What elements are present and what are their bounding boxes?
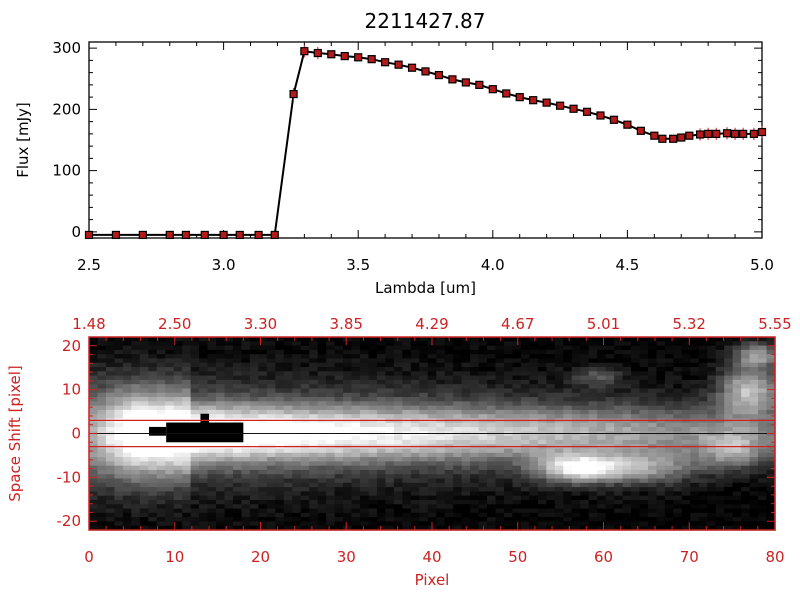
x-tick-label: 3.5: [346, 256, 370, 274]
flux-data-point: [448, 75, 457, 84]
flux-data-point: [582, 107, 592, 116]
flux-data-point: [219, 230, 228, 240]
flux-data-point: [235, 230, 244, 240]
top-wavelength-tick-label: 4.29: [415, 315, 448, 333]
x-tick-label: 3.0: [212, 256, 236, 274]
flux-data-point: [650, 131, 659, 140]
x-tick-label: 4.0: [481, 256, 505, 274]
spectral-image-panel: 0 10 20 30 40 50 60 70 80 1.48 2.50 3.30 3.85 4.29 4.6…: [6, 315, 792, 589]
flux-data-point: [394, 60, 403, 69]
x-tick-label: 80: [765, 548, 784, 566]
flux-data-point: [609, 115, 619, 124]
x-tick-label: 40: [422, 548, 441, 566]
masked-pixels: [200, 413, 210, 423]
flux-data-point: [181, 230, 191, 240]
x-tick-label: 70: [680, 548, 699, 566]
flux-data-point: [712, 129, 721, 138]
flux-data-point: [327, 50, 336, 59]
flux-data-point: [749, 129, 759, 138]
flux-data-point: [200, 230, 209, 240]
flux-data-point: [300, 47, 309, 56]
y-tick-label: -20: [57, 512, 82, 530]
flux-data-point: [475, 80, 484, 89]
flux-data-point: [704, 129, 713, 138]
x-tick-label: 4.5: [615, 256, 639, 274]
top-wavelength-tick-label: 3.85: [330, 315, 363, 333]
y-tick-label: 300: [52, 39, 81, 57]
x-tick-label: 2.5: [77, 256, 101, 274]
x-tick-label: 20: [251, 548, 270, 566]
y-tick-label: 200: [52, 100, 81, 118]
flux-data-point: [555, 101, 565, 110]
flux-data-point: [434, 70, 444, 80]
flux-data-point: [84, 230, 94, 240]
flux-data-point: [138, 230, 147, 240]
y-tick-label: 10: [62, 381, 81, 399]
top-wavelength-tick-label: 5.32: [673, 315, 706, 333]
x-tick-label: 50: [508, 548, 527, 566]
flux-data-point: [636, 126, 645, 135]
top-wavelength-tick-label: 2.50: [158, 315, 191, 333]
masked-pixels: [166, 422, 244, 443]
spectrum-plot-frame: [88, 41, 763, 239]
y-tick-label: 100: [52, 162, 81, 180]
flux-data-point: [111, 230, 121, 240]
y-tick-label: 20: [62, 337, 81, 355]
y-tick-label: 0: [71, 223, 81, 241]
y-axis-label: Space Shift [pixel]: [6, 365, 24, 502]
flux-data-point: [254, 230, 263, 240]
flux-data-point: [515, 93, 524, 102]
flux-data-point: [623, 120, 632, 129]
flux-data-point: [669, 134, 678, 143]
flux-data-point: [270, 230, 279, 240]
x-axis-label: Pixel: [415, 571, 450, 589]
spectral-image: [89, 337, 776, 531]
top-wavelength-tick-label: 1.48: [72, 315, 105, 333]
x-tick-label: 10: [165, 548, 184, 566]
flux-data-point: [165, 230, 174, 240]
top-wavelength-tick-label: 4.67: [501, 315, 534, 333]
flux-data-point: [685, 131, 694, 140]
flux-data-point: [677, 133, 686, 142]
flux-data-point: [658, 134, 667, 143]
top-wavelength-tick-label: 5.55: [758, 315, 791, 333]
y-tick-label: -10: [57, 468, 82, 486]
flux-data-point: [381, 58, 390, 67]
flux-data-point: [461, 78, 470, 87]
flux-data-point: [722, 129, 732, 138]
flux-data-point: [757, 127, 767, 137]
y-tick-label: 0: [71, 425, 81, 443]
top-wavelength-tick-label: 5.01: [587, 315, 620, 333]
flux-data-point: [488, 85, 497, 94]
flux-data-point: [529, 96, 538, 105]
flux-data-point: [502, 89, 511, 98]
flux-data-point: [354, 53, 363, 62]
flux-data-point: [289, 89, 298, 99]
chart-title: 2211427.87: [365, 9, 486, 33]
masked-pixels: [149, 426, 167, 436]
flux-data-point: [407, 63, 417, 72]
flux-data-point: [569, 104, 578, 113]
x-tick-label: 30: [337, 548, 356, 566]
x-axis-label: Lambda [um]: [375, 279, 476, 297]
x-tick-label: 0: [84, 548, 94, 566]
flux-series-line: [89, 50, 763, 236]
flux-data-point: [596, 111, 605, 120]
flux-data-point: [730, 129, 740, 138]
flux-data-point: [739, 129, 748, 138]
flux-data-point: [421, 67, 430, 76]
x-tick-label: 5.0: [750, 256, 774, 274]
flux-data-point: [542, 98, 551, 107]
x-tick-label: 60: [594, 548, 613, 566]
flux-data-point: [313, 48, 322, 58]
top-wavelength-tick-label: 3.30: [244, 315, 277, 333]
flux-data-point: [340, 51, 349, 61]
spectrum-panel: 2.5 3.0 3.5 4.0 4.5 5.0 0 100 200 300 Lambda [um] F…: [14, 39, 774, 297]
y-axis-label: Flux [mJy]: [14, 102, 32, 178]
flux-data-point: [367, 55, 376, 64]
flux-data-point: [695, 130, 705, 139]
